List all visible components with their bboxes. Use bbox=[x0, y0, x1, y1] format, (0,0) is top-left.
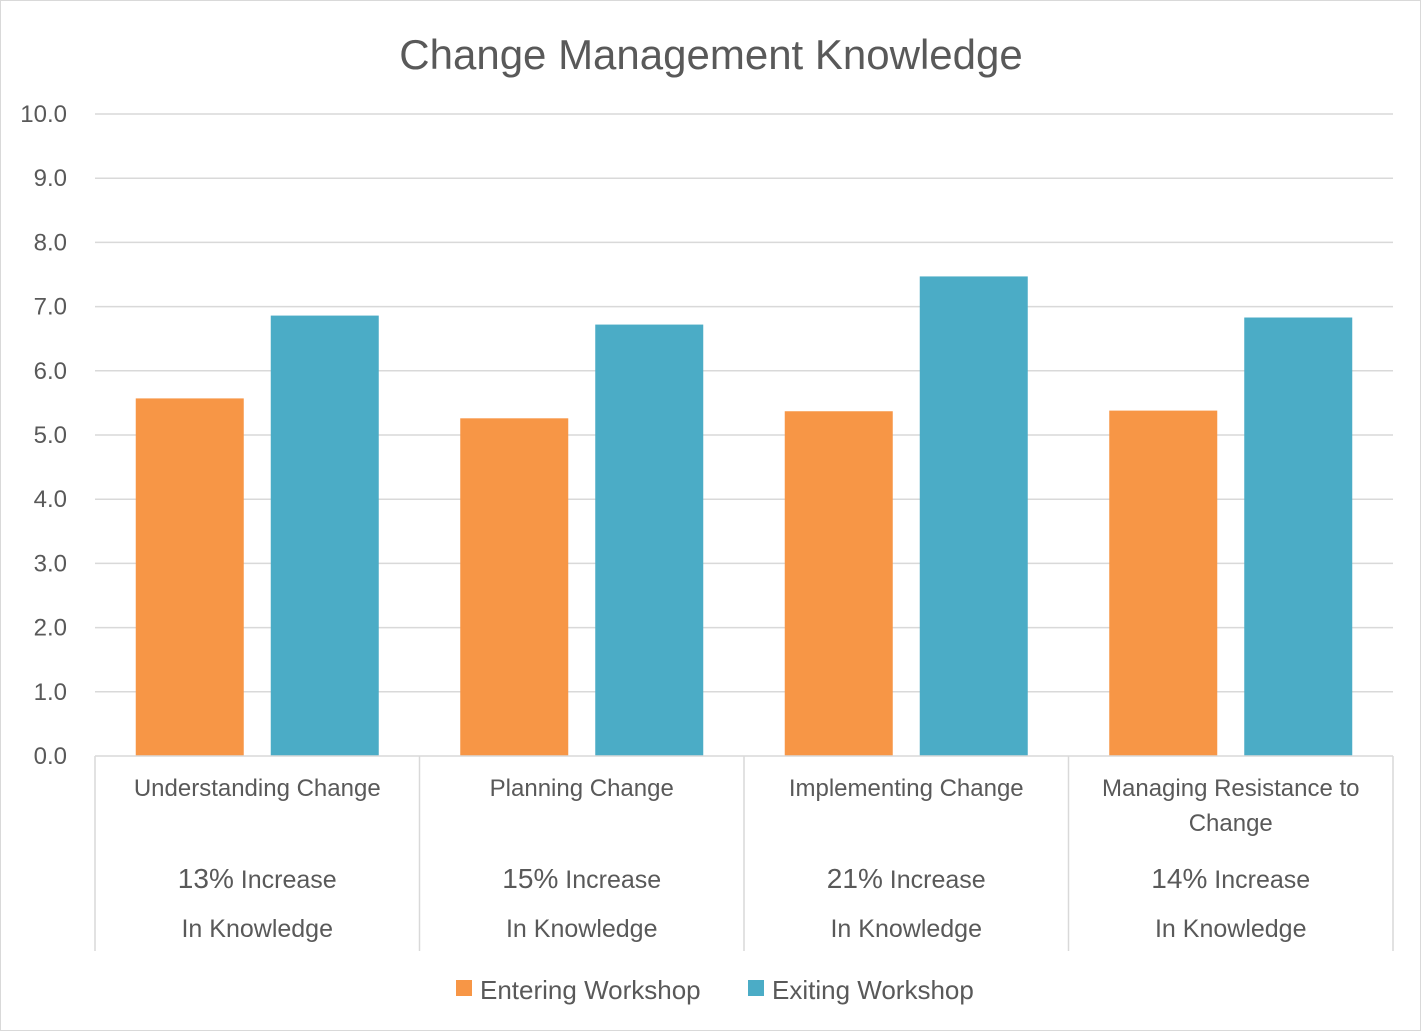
y-tick-label: 5.0 bbox=[34, 422, 67, 449]
knowledge-note: In Knowledge bbox=[1155, 915, 1307, 943]
y-tick-label: 7.0 bbox=[34, 294, 67, 321]
y-tick-label: 6.0 bbox=[34, 358, 67, 385]
knowledge-note: In Knowledge bbox=[506, 915, 658, 943]
knowledge-note: In Knowledge bbox=[181, 915, 333, 943]
increase-note: 15% Increase bbox=[502, 863, 661, 894]
x-axis bbox=[94, 755, 1394, 951]
increase-word: Increase bbox=[883, 866, 986, 894]
category-label: Implementing Change bbox=[789, 775, 1024, 802]
increase-note: 13% Increase bbox=[178, 863, 337, 894]
y-tick-label: 1.0 bbox=[34, 679, 67, 706]
increase-percent: 13% bbox=[178, 863, 234, 894]
legend-swatch bbox=[456, 980, 472, 996]
increase-note: 21% Increase bbox=[827, 863, 986, 894]
bar-exiting bbox=[1244, 317, 1353, 756]
increase-percent: 21% bbox=[827, 863, 883, 894]
legend-label: Entering Workshop bbox=[480, 975, 701, 1005]
bar-entering bbox=[135, 398, 244, 756]
y-tick-label: 4.0 bbox=[34, 486, 67, 513]
y-tick-label: 0.0 bbox=[34, 743, 67, 770]
bar-exiting bbox=[919, 276, 1028, 756]
category-label: Managing Resistance to bbox=[1102, 775, 1359, 802]
bars bbox=[135, 276, 1353, 756]
increase-word: Increase bbox=[234, 866, 337, 894]
bar-entering bbox=[1109, 410, 1218, 756]
category-label: Change bbox=[1189, 810, 1273, 837]
legend: Entering Workshop Exiting Workshop bbox=[456, 975, 974, 1005]
legend-swatch bbox=[748, 980, 764, 996]
knowledge-note: In Knowledge bbox=[830, 915, 982, 943]
y-tick-label: 8.0 bbox=[34, 229, 67, 256]
legend-label: Exiting Workshop bbox=[772, 975, 974, 1005]
bar-entering bbox=[784, 411, 893, 756]
increase-word: Increase bbox=[558, 866, 661, 894]
category-label: Planning Change bbox=[490, 775, 674, 802]
increase-percent: 14% bbox=[1151, 863, 1207, 894]
y-tick-label: 2.0 bbox=[34, 615, 67, 642]
bar-exiting bbox=[270, 315, 379, 756]
category-label: Understanding Change bbox=[134, 775, 381, 802]
increase-word: Increase bbox=[1207, 866, 1310, 894]
increase-percent: 15% bbox=[502, 863, 558, 894]
bar-exiting bbox=[595, 324, 704, 756]
increase-note: 14% Increase bbox=[1151, 863, 1310, 894]
y-tick-label: 10.0 bbox=[20, 101, 67, 128]
y-tick-label: 9.0 bbox=[34, 165, 67, 192]
y-tick-label: 3.0 bbox=[34, 550, 67, 577]
category-labels: Understanding Change 13% Increase In Knowl… bbox=[134, 775, 1360, 943]
y-axis-tick-labels: 0.0 1.0 2.0 3.0 4.0 5.0 6.0 7.0 8.0 9.0 10.0 bbox=[20, 101, 67, 770]
chart-title: Change Management Knowledge bbox=[399, 31, 1022, 78]
bar-entering bbox=[460, 418, 569, 756]
